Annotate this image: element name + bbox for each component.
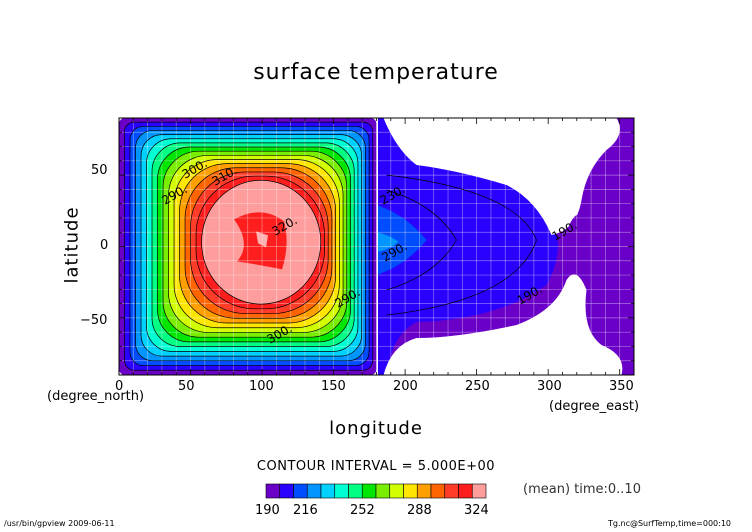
x-tick-label: 100 [249,379,274,394]
colorbar-swatch [458,483,473,499]
x-tick-label: 250 [465,379,490,394]
colorbar-swatch [306,483,322,499]
footer-right: Tg.nc@SurfTemp,time=000:10 [608,519,732,528]
contour-line [135,130,366,362]
x-tick-label: 300 [537,379,562,394]
y-tick-label: 0 [100,238,109,253]
colorbar-swatch [471,483,487,499]
contour-line [146,138,359,352]
contour-line [195,175,325,310]
axis-ticks [118,117,635,376]
contour-line [157,146,351,343]
colorbar-swatch [389,483,404,499]
colorbar-swatch [361,483,377,499]
colorbar-swatch [279,483,294,499]
x-axis-label: longitude [329,418,423,439]
colorbar-swatch [334,483,349,499]
y-unit-label: (degree_north) [47,389,145,404]
y-tick-label: −50 [80,313,108,328]
colorbar-swatch [348,483,363,499]
contour-line [151,142,355,347]
nightside-field [378,118,634,375]
contour-interval-text: CONTOUR INTERVAL = 5.000E+00 [256,459,496,474]
contour-line [386,174,537,316]
contour-line [173,159,340,329]
colorbar-swatch [293,483,308,499]
cold-center [378,232,399,252]
x-tick-label: 150 [321,379,346,394]
contour-line [129,125,370,366]
x-tick-label: 0 [115,379,124,394]
white-gap-top [383,118,620,235]
x-tick-label: 350 [609,379,634,394]
x-tick-label: 200 [393,379,418,394]
contour-line [179,163,336,324]
y-tick-label: 50 [91,163,108,178]
nightside-tongue [561,215,581,267]
contour-line [190,171,329,314]
colorbar-swatch [444,483,459,499]
contour-line [162,150,348,338]
colorbar-swatch [320,483,336,499]
x-unit-label: (degree_east) [549,399,640,414]
x-tick-label: 50 [178,379,195,394]
mean-time-text: (mean) time:0..10 [523,482,641,497]
contour-line [184,167,333,319]
contour-line [386,189,457,291]
peak-spot [256,231,269,248]
footer-left: /usr/bin/gpview 2009-06-11 [4,519,115,528]
contour-line [140,134,362,357]
colorbar-tick-label: 190 [255,503,280,518]
colorbar [265,483,487,499]
colorbar-swatch [416,483,432,499]
colorbar-tick-label: 216 [293,503,318,518]
contour-line [168,154,344,333]
chart-title: surface temperature [253,60,499,85]
colorbar-swatch [430,483,446,499]
cold-core [378,205,427,275]
y-axis-label: latitude [61,206,83,284]
colorbar-swatch [265,483,281,499]
colorbar-swatch [375,483,391,499]
contour-line [201,179,322,305]
colorbar-tick-label: 324 [464,503,489,518]
colorbar-tick-label: 252 [350,503,375,518]
cold-pool [378,118,558,375]
colorbar-tick-label: 288 [407,503,432,518]
white-gap-bottom [383,274,623,375]
colorbar-swatch [403,483,418,499]
